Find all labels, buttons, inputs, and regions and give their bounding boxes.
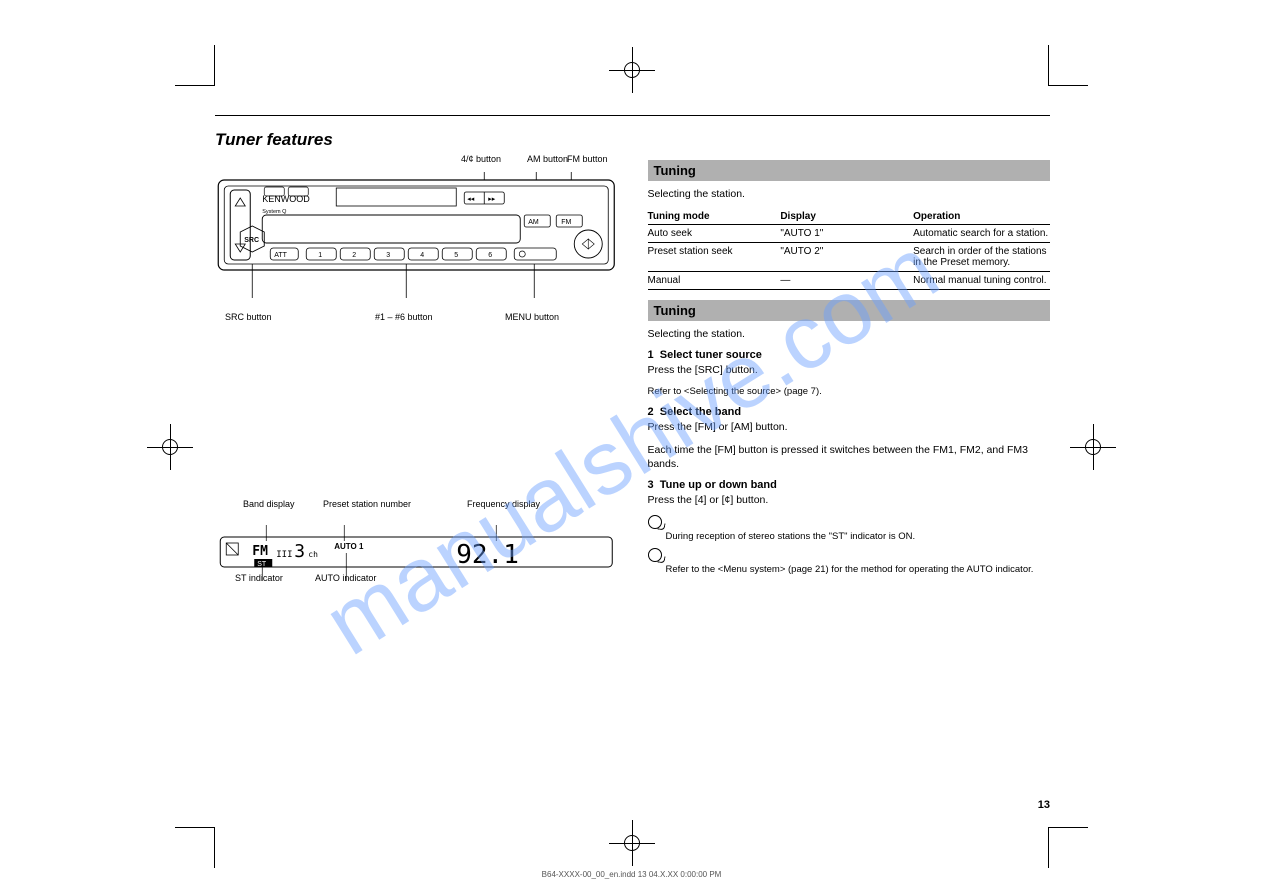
- display-illustration-wrap: Band display Preset station number Frequ…: [215, 523, 618, 586]
- callout-fm: FM button: [567, 154, 608, 164]
- td-op: Automatic search for a station.: [913, 228, 1050, 239]
- note-icon: [648, 515, 662, 529]
- svg-text:3: 3: [294, 541, 305, 562]
- job-line: B64-XXXX-00_00_en.indd 13 04.X.XX 0:00:0…: [542, 870, 722, 879]
- system-label: System Q: [262, 209, 287, 215]
- page-title: Tuner features: [215, 130, 1050, 150]
- brand-label: KENWOOD: [262, 194, 310, 204]
- note1-text: During reception of stereo stations the …: [666, 531, 1051, 542]
- left-column: 4/¢ button AM button FM button KENWOOD: [215, 160, 618, 586]
- svg-text:◂◂: ◂◂: [467, 196, 475, 203]
- td-disp: "AUTO 2": [780, 246, 913, 268]
- td-mode: Auto seek: [648, 228, 781, 239]
- crop-mark: [175, 45, 215, 85]
- section-title-tuning: Tuning: [648, 160, 1051, 181]
- svg-text:ST: ST: [257, 561, 267, 568]
- fm-btn-label: FM: [561, 219, 571, 226]
- callout-src: SRC button: [225, 312, 272, 322]
- svg-text:92.1: 92.1: [456, 540, 519, 570]
- label-freq: Frequency display: [467, 499, 540, 509]
- svg-text:III: III: [276, 550, 292, 560]
- label-st: ST indicator: [235, 573, 283, 583]
- th-op: Operation: [913, 211, 1050, 222]
- callout-am: AM button: [527, 154, 568, 164]
- step2-title: 2 Select the band: [648, 406, 1051, 418]
- step1-text: Press the [SRC] button.: [648, 363, 1051, 377]
- crop-mark: [1048, 45, 1088, 85]
- step1-ref: Refer to <Selecting the source> (page 7)…: [648, 386, 1051, 399]
- registration-mark: [1078, 432, 1108, 462]
- callout-seek: 4/¢ button: [461, 154, 501, 164]
- registration-mark: [617, 828, 647, 858]
- step1-title: 1 Select tuner source: [648, 349, 1051, 361]
- page-content: Tuner features 4/¢ button AM button FM b…: [215, 115, 1050, 805]
- th-disp: Display: [780, 211, 913, 222]
- tuning-intro2: Selecting the station.: [648, 327, 1051, 341]
- am-btn-label: AM: [528, 219, 539, 226]
- callout-menu: MENU button: [505, 312, 559, 322]
- td-mode: Preset station seek: [648, 246, 781, 268]
- step3-title: 3 Tune up or down band: [648, 479, 1051, 491]
- note2: [648, 548, 1051, 562]
- registration-mark: [617, 55, 647, 85]
- registration-mark: [155, 432, 185, 462]
- svg-text:2: 2: [352, 252, 356, 259]
- note2-text: Refer to the <Menu system> (page 21) for…: [666, 564, 1051, 575]
- label-auto: AUTO indicator: [315, 573, 376, 583]
- svg-text:ch: ch: [308, 550, 318, 559]
- step2-extra: Each time the [FM] button is pressed it …: [648, 443, 1051, 471]
- tuning-intro: Selecting the station.: [648, 187, 1051, 201]
- callout-preset: #1 – #6 button: [375, 312, 433, 322]
- svg-text:▸▸: ▸▸: [488, 196, 496, 203]
- label-preset: Preset station number: [323, 499, 411, 509]
- right-column: Tuning Selecting the station. Tuning mod…: [648, 160, 1051, 586]
- svg-text:AUTO 1: AUTO 1: [334, 542, 364, 551]
- note1: [648, 515, 1051, 529]
- svg-text:FM: FM: [252, 544, 268, 559]
- svg-text:3: 3: [386, 252, 390, 259]
- note-icon: [648, 548, 662, 562]
- svg-text:6: 6: [488, 252, 492, 259]
- th-mode: Tuning mode: [648, 211, 781, 222]
- svg-text:5: 5: [454, 252, 458, 259]
- src-label: SRC: [244, 237, 259, 244]
- td-disp: "AUTO 1": [780, 228, 913, 239]
- td-op: Search in order of the stations in the P…: [913, 246, 1050, 268]
- svg-text:1: 1: [318, 252, 322, 259]
- td-op: Normal manual tuning control.: [913, 275, 1050, 286]
- step2-text: Press the [FM] or [AM] button.: [648, 420, 1051, 434]
- att-label: ATT: [274, 252, 287, 259]
- crop-mark: [1048, 828, 1088, 868]
- page-number: 13: [1038, 799, 1050, 811]
- td-disp: —: [780, 275, 913, 286]
- section-title-tuning2: Tuning: [648, 300, 1051, 321]
- seek-mode-table: Tuning mode Display Operation Auto seek …: [648, 209, 1051, 290]
- svg-text:4: 4: [420, 252, 424, 259]
- td-mode: Manual: [648, 275, 781, 286]
- step3-text: Press the [4] or [¢] button.: [648, 493, 1051, 507]
- radio-illustration: KENWOOD ◂◂ ▸▸ AM FM: [215, 160, 618, 305]
- crop-mark: [175, 828, 215, 868]
- label-band: Band display: [243, 499, 295, 509]
